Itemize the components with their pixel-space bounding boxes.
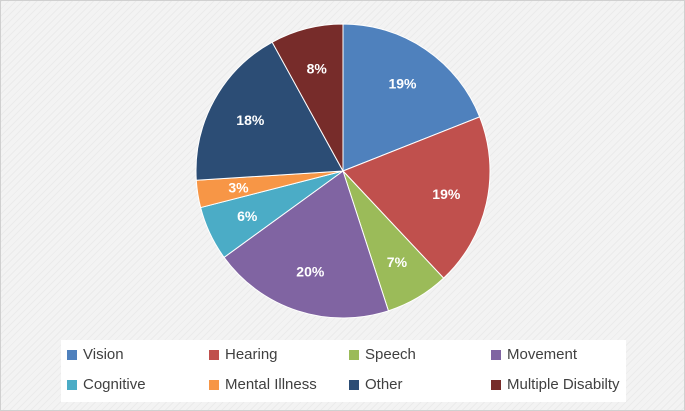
legend-item-speech: Speech xyxy=(349,346,416,363)
legend-label: Multiple Disabilty xyxy=(507,376,620,393)
legend-swatch xyxy=(491,349,501,360)
legend-label: Hearing xyxy=(225,346,278,363)
pie-slice-other xyxy=(195,41,344,181)
legend-label: Mental Illness xyxy=(225,376,317,393)
legend-item-cognitive: Cognitive xyxy=(67,376,146,393)
legend-swatch xyxy=(67,379,77,390)
legend-item-mental-illness: Mental Illness xyxy=(209,376,317,393)
legend-label: Movement xyxy=(507,346,578,363)
data-label-speech: 7% xyxy=(387,254,408,270)
legend-item-multiple-disabilty: Multiple Disabilty xyxy=(491,376,620,393)
data-label-mental-illness: 3% xyxy=(228,180,249,196)
legend-label: Other xyxy=(365,376,403,393)
pie-slice-vision xyxy=(342,23,481,172)
legend-swatch xyxy=(209,379,219,390)
legend-item-other: Other xyxy=(349,376,403,393)
data-label-movement: 20% xyxy=(296,264,325,280)
data-label-hearing: 19% xyxy=(432,186,461,202)
data-label-cognitive: 6% xyxy=(237,208,258,224)
legend-item-vision: Vision xyxy=(67,346,124,363)
legend-swatch xyxy=(349,349,359,360)
pie-slice-hearing xyxy=(342,116,491,279)
data-label-vision: 19% xyxy=(388,76,417,92)
legend-swatch xyxy=(67,349,77,360)
legend-swatch xyxy=(491,379,501,390)
pie-slice-multiple-disabilty xyxy=(271,23,344,172)
legend-item-movement: Movement xyxy=(491,346,577,363)
legend-label: Cognitive xyxy=(83,376,146,393)
data-label-other: 18% xyxy=(236,112,265,128)
legend-label: Vision xyxy=(83,346,124,363)
pie-data-labels: 19% 19% 7% 20% 6% 3% 18% 8% xyxy=(228,61,460,280)
pie-slice-movement xyxy=(223,170,390,319)
data-label-multiple-disabilty: 8% xyxy=(307,61,328,77)
legend: Vision Hearing Speech Movement Cognitive Ment… xyxy=(61,340,626,402)
legend-swatch xyxy=(209,349,219,360)
legend-label: Speech xyxy=(365,346,416,363)
legend-swatch xyxy=(349,379,359,390)
pie-slices xyxy=(195,23,491,319)
legend-item-hearing: Hearing xyxy=(209,346,278,363)
